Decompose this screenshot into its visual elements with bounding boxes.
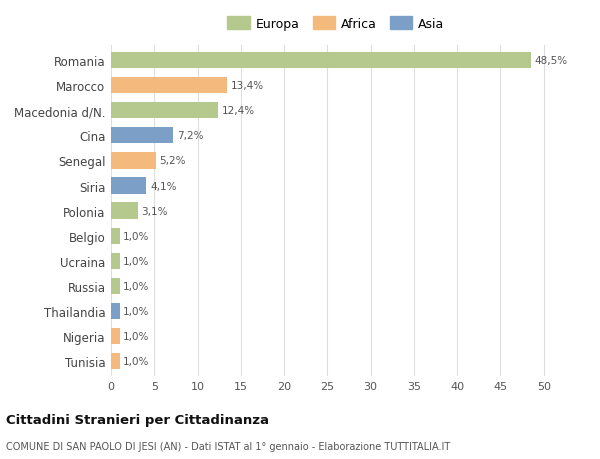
Bar (111, 228, 119, 244)
Text: 1,0%: 1,0% (123, 281, 149, 291)
Bar (111, 253, 119, 269)
Text: 1,0%: 1,0% (123, 356, 149, 366)
Bar (111, 353, 119, 369)
Text: 1,0%: 1,0% (123, 231, 149, 241)
Text: 1,0%: 1,0% (123, 331, 149, 341)
Text: COMUNE DI SAN PAOLO DI JESI (AN) - Dati ISTAT al 1° gennaio - Elaborazione TUTTI: COMUNE DI SAN PAOLO DI JESI (AN) - Dati … (6, 441, 450, 451)
Bar (111, 153, 156, 169)
Text: Cittadini Stranieri per Cittadinanza: Cittadini Stranieri per Cittadinanza (6, 413, 269, 426)
Text: 1,0%: 1,0% (123, 306, 149, 316)
Text: 7,2%: 7,2% (177, 131, 203, 141)
Text: 3,1%: 3,1% (141, 206, 168, 216)
Bar (111, 103, 218, 119)
Bar (111, 128, 173, 144)
Text: 4,1%: 4,1% (150, 181, 176, 191)
Bar (111, 328, 119, 344)
Bar (111, 53, 531, 69)
Text: 48,5%: 48,5% (534, 56, 567, 66)
Text: 12,4%: 12,4% (222, 106, 255, 116)
Text: 13,4%: 13,4% (230, 81, 263, 91)
Text: 5,2%: 5,2% (160, 156, 186, 166)
Bar (111, 178, 146, 194)
Bar (111, 78, 227, 94)
Text: 1,0%: 1,0% (123, 256, 149, 266)
Bar (111, 303, 119, 319)
Legend: Europa, Africa, Asia: Europa, Africa, Asia (225, 15, 447, 33)
Bar (111, 203, 138, 219)
Bar (111, 278, 119, 294)
